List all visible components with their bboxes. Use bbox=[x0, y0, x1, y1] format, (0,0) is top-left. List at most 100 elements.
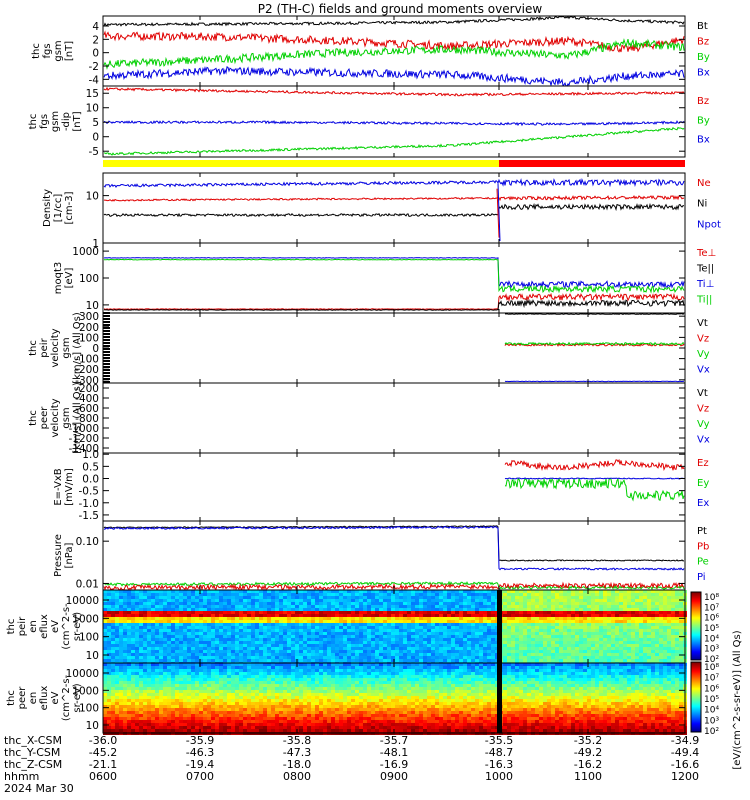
spectro-cell bbox=[311, 614, 315, 617]
spectro-cell bbox=[135, 699, 139, 702]
spectro-cell bbox=[443, 608, 447, 611]
spectro-cell bbox=[551, 629, 555, 632]
spectro-cell bbox=[291, 635, 295, 638]
spectro-cell bbox=[483, 593, 487, 596]
spectro-cell bbox=[475, 608, 479, 611]
legend-Vt: Vt bbox=[697, 318, 708, 329]
spectro-cell bbox=[391, 659, 395, 662]
y-tick-label: 100 bbox=[79, 273, 99, 285]
spectro-cell bbox=[143, 687, 147, 690]
spectro-cell bbox=[503, 635, 507, 638]
spectro-cell bbox=[263, 593, 267, 596]
spectro-cell bbox=[519, 659, 523, 662]
spectro-cell bbox=[359, 602, 363, 605]
spectro-cell bbox=[463, 611, 467, 614]
spectro-cell bbox=[607, 647, 611, 650]
spectro-cell bbox=[143, 641, 147, 644]
spectro-cell bbox=[667, 605, 671, 608]
spectro-cell bbox=[111, 717, 115, 720]
spectro-cell bbox=[659, 650, 663, 653]
spectro-cell bbox=[467, 635, 471, 638]
spectro-cell bbox=[295, 653, 299, 656]
spectro-cell bbox=[315, 632, 319, 635]
spectro-cell bbox=[543, 647, 547, 650]
spectro-cell bbox=[127, 726, 131, 729]
spectro-cell bbox=[303, 659, 307, 662]
spectro-cell bbox=[459, 644, 463, 647]
spectro-cell bbox=[479, 644, 483, 647]
spectro-cell bbox=[159, 638, 163, 641]
spectro-cell bbox=[391, 590, 395, 593]
spectro-cell bbox=[275, 638, 279, 641]
spectro-cell bbox=[335, 623, 339, 626]
spectro-cell bbox=[607, 638, 611, 641]
spectro-cell bbox=[487, 599, 491, 602]
spectro-cell bbox=[407, 632, 411, 635]
spectro-cell bbox=[379, 656, 383, 659]
spectro-cell bbox=[295, 620, 299, 623]
spectro-cell bbox=[211, 663, 215, 666]
spectro-cell bbox=[291, 641, 295, 644]
spectro-cell bbox=[339, 590, 343, 593]
spectro-cell bbox=[587, 656, 591, 659]
spectro-cell bbox=[675, 608, 679, 611]
spectro-cell bbox=[467, 608, 471, 611]
spectro-cell bbox=[659, 590, 663, 593]
spectro-cell bbox=[447, 617, 451, 620]
spectro-cell bbox=[203, 684, 207, 687]
spectro-cell bbox=[103, 681, 107, 684]
spectro-cell bbox=[411, 590, 415, 593]
spectro-cell bbox=[223, 678, 227, 681]
spectro-cell bbox=[475, 638, 479, 641]
spectro-cell bbox=[215, 666, 219, 669]
spectro-cell bbox=[139, 699, 143, 702]
spectro-cell bbox=[667, 644, 671, 647]
spectro-cell bbox=[135, 690, 139, 693]
spectro-cell bbox=[527, 593, 531, 596]
spectro-cell bbox=[175, 593, 179, 596]
spectro-cell bbox=[575, 632, 579, 635]
spectro-cell bbox=[111, 623, 115, 626]
spectro-cell bbox=[347, 638, 351, 641]
y-tick-label: 10 bbox=[86, 191, 99, 203]
spectro-cell bbox=[479, 599, 483, 602]
spectro-cell bbox=[215, 632, 219, 635]
spectro-cell bbox=[435, 644, 439, 647]
spectro-cell bbox=[559, 614, 563, 617]
spectro-cell bbox=[103, 629, 107, 632]
spectro-cell bbox=[443, 590, 447, 593]
spectro-cell bbox=[107, 705, 111, 708]
spectro-cell bbox=[431, 647, 435, 650]
spectro-cell bbox=[119, 608, 123, 611]
y-axis-label: [nPa] bbox=[64, 542, 75, 568]
spectro-cell bbox=[335, 605, 339, 608]
spectro-cell bbox=[567, 599, 571, 602]
spectro-cell bbox=[419, 593, 423, 596]
spectro-cell bbox=[155, 714, 159, 717]
spectro-cell bbox=[551, 620, 555, 623]
spectro-cell bbox=[379, 596, 383, 599]
spectro-cell bbox=[527, 656, 531, 659]
spectro-cell bbox=[363, 593, 367, 596]
spectro-cell bbox=[151, 681, 155, 684]
spectro-cell bbox=[531, 641, 535, 644]
legend-Bx: Bx bbox=[697, 68, 710, 79]
spectro-cell bbox=[443, 620, 447, 623]
spectro-cell bbox=[203, 629, 207, 632]
spectro-cell bbox=[115, 620, 119, 623]
spectro-cell bbox=[167, 620, 171, 623]
spectro-cell bbox=[123, 593, 127, 596]
spectro-cell bbox=[335, 617, 339, 620]
spectro-cell bbox=[171, 678, 175, 681]
spectro-cell bbox=[363, 629, 367, 632]
temperature-line bbox=[103, 257, 685, 290]
spectro-cell bbox=[227, 638, 231, 641]
spectro-cell bbox=[427, 611, 431, 614]
spectro-cell bbox=[475, 602, 479, 605]
spectro-cell bbox=[551, 644, 555, 647]
spectro-cell bbox=[199, 696, 203, 699]
spectro-cell bbox=[347, 647, 351, 650]
legend-Bx: Bx bbox=[697, 135, 710, 146]
spectro-cell bbox=[155, 611, 159, 614]
spectro-cell bbox=[159, 644, 163, 647]
